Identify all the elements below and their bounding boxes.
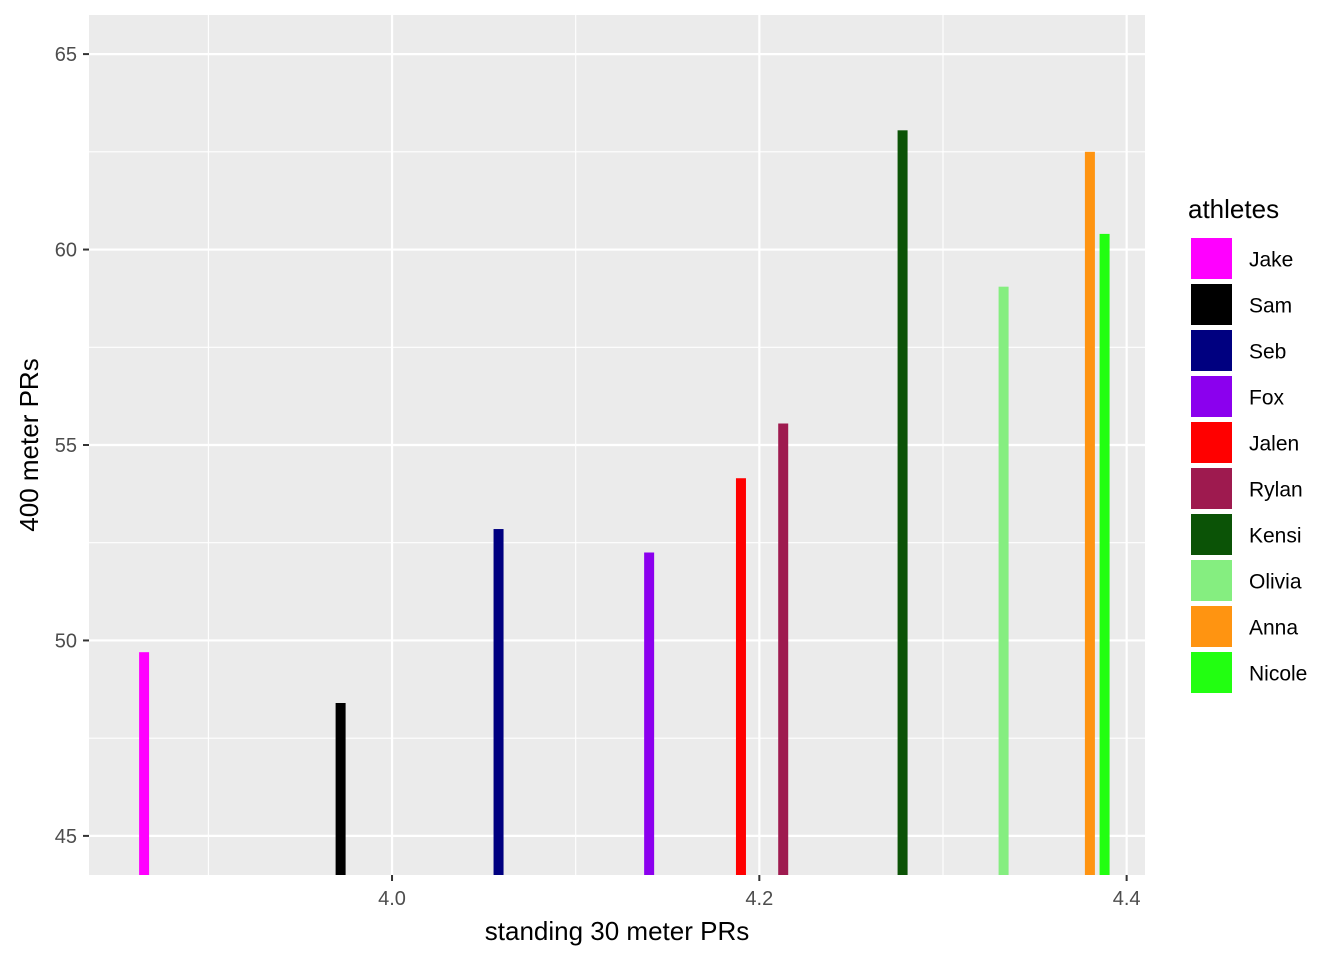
- legend-title: athletes: [1188, 194, 1279, 224]
- legend-label-jalen: Jalen: [1249, 433, 1299, 456]
- legend-label-anna: Anna: [1249, 617, 1298, 640]
- legend-label-kensi: Kensi: [1249, 525, 1302, 548]
- legend: athletes Jake Sam Seb Fox Jalen Rylan Kensi Oli…: [1188, 194, 1307, 695]
- legend-key-olivia: [1189, 558, 1234, 603]
- y-tick-label: 65: [55, 44, 77, 66]
- legend-label-fox: Fox: [1249, 387, 1285, 410]
- y-tick-label: 50: [55, 630, 77, 652]
- legend-key-jalen: [1189, 420, 1234, 465]
- legend-label-jake: Jake: [1249, 249, 1293, 272]
- legend-key-nicole: [1189, 650, 1234, 695]
- bar-fox: [644, 552, 655, 875]
- legend-key-sam: [1189, 282, 1234, 327]
- x-axis: 4.0 4.2 4.4: [378, 875, 1141, 910]
- legend-label-sam: Sam: [1249, 295, 1292, 318]
- y-tick-label: 45: [55, 826, 77, 848]
- y-tick-label: 55: [55, 435, 77, 457]
- bar-anna: [1084, 151, 1095, 875]
- y-tick-label: 60: [55, 240, 77, 262]
- x-tick-label: 4.4: [1113, 888, 1141, 910]
- legend-key-jake: [1189, 236, 1234, 281]
- legend-key-seb: [1189, 328, 1234, 373]
- legend-label-olivia: Olivia: [1249, 571, 1302, 594]
- legend-key-rylan: [1189, 466, 1234, 511]
- x-tick-label: 4.0: [378, 888, 406, 910]
- grid-major: [89, 15, 1145, 875]
- bar-jake: [139, 652, 150, 875]
- legend-label-seb: Seb: [1249, 341, 1286, 364]
- legend-label-rylan: Rylan: [1249, 479, 1303, 502]
- bar-seb: [493, 529, 504, 875]
- bar-olivia: [998, 286, 1009, 875]
- bars: [139, 130, 1110, 876]
- bar-kensi: [897, 130, 908, 875]
- legend-label-nicole: Nicole: [1249, 663, 1307, 686]
- legend-key-kensi: [1189, 512, 1234, 557]
- legend-key-fox: [1189, 374, 1234, 419]
- bar-rylan: [778, 423, 789, 875]
- x-axis-title: standing 30 meter PRs: [485, 916, 749, 946]
- bar-nicole: [1099, 233, 1110, 876]
- bar-jalen: [735, 478, 746, 875]
- legend-key-anna: [1189, 604, 1234, 649]
- y-axis-title: 400 meter PRs: [14, 358, 44, 531]
- bar-sam: [335, 703, 346, 875]
- x-tick-label: 4.2: [745, 888, 773, 910]
- y-axis: 45 50 55 60 65: [55, 44, 89, 848]
